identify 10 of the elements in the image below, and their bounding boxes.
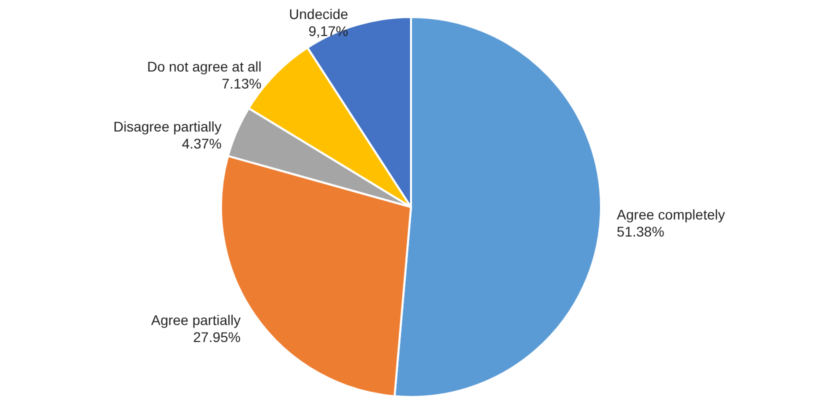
data-label: 4.37% — [182, 135, 222, 152]
slice-label: Undecide — [289, 6, 348, 22]
data-label: 51.38% — [616, 224, 664, 240]
slice-label: Disagree partially — [113, 118, 222, 134]
data-label: 7.13% — [222, 76, 262, 92]
data-label: 27.95% — [193, 328, 241, 345]
slice-label: Agree completely — [616, 206, 725, 223]
slice-label: Do not agree at all — [147, 58, 262, 75]
data-label: 9,17% — [308, 23, 348, 40]
slice-label: Agree partially — [151, 312, 241, 328]
